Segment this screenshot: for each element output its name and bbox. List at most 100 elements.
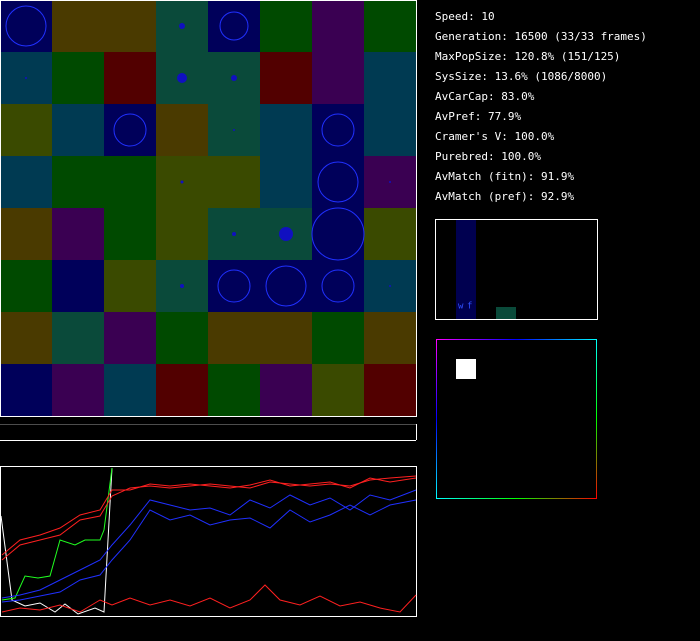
histogram-label: f [467, 302, 472, 312]
grid-cell [208, 156, 260, 208]
agent-ring [321, 269, 355, 303]
grid-cell [208, 312, 260, 364]
grid-cell [260, 104, 312, 156]
grid-cell [312, 364, 364, 416]
grid-cell [0, 0, 52, 52]
grid-cell [312, 312, 364, 364]
history-line [1, 467, 113, 601]
grid-cell [260, 312, 312, 364]
grid-cell [364, 52, 416, 104]
stat-line: AvPref: 77.9% [435, 110, 521, 123]
stat-line: Speed: 10 [435, 10, 495, 23]
graph-border [0, 466, 417, 617]
stat-line: Purebred: 100.0% [435, 150, 541, 163]
grid-cell [104, 156, 156, 208]
grid-cell [52, 156, 104, 208]
agent-dot [177, 73, 187, 83]
grid-cell [260, 260, 312, 312]
grid-cell [312, 0, 364, 52]
color-marker [456, 359, 476, 379]
histogram-label: w [458, 302, 464, 312]
agent-dot [231, 75, 237, 81]
stat-line: Cramer's V: 100.0% [435, 130, 555, 143]
grid-cell [52, 364, 104, 416]
grid-cell [52, 260, 104, 312]
history-graph [0, 466, 417, 617]
history-line [0, 467, 113, 615]
agent-dot [389, 181, 391, 183]
histogram: w f [435, 219, 598, 320]
grid-cell [104, 104, 156, 156]
stat-line: AvMatch (fitn): 91.9% [435, 170, 574, 183]
stat-line: AvMatch (pref): 92.9% [435, 190, 574, 203]
grid-cell [0, 104, 52, 156]
grid-cell [52, 0, 104, 52]
grid-cell [312, 208, 364, 260]
stat-line: SysSize: 13.6% (1086/8000) [435, 70, 607, 83]
stat-line: Generation: 16500 (33/33 frames) [435, 30, 647, 43]
histogram-bar [456, 220, 476, 319]
agent-dot [180, 180, 184, 184]
grid-cell [312, 104, 364, 156]
history-line [1, 489, 417, 599]
history-line [1, 584, 417, 613]
grid-cell [208, 364, 260, 416]
grid-cell [104, 260, 156, 312]
agent-ring [5, 5, 47, 47]
grid-cell [156, 364, 208, 416]
agent-ring [321, 113, 355, 147]
agent-ring [265, 265, 307, 307]
grid-cell [208, 0, 260, 52]
grid-cell [156, 104, 208, 156]
agent-ring [219, 11, 249, 41]
world-grid [0, 0, 416, 416]
grid-border [0, 0, 417, 417]
grid-cell [364, 312, 416, 364]
grid-cell [52, 52, 104, 104]
grid-cell [364, 364, 416, 416]
grid-cell [364, 104, 416, 156]
agent-dot [179, 23, 185, 29]
grid-cell [208, 260, 260, 312]
grid-cell [364, 208, 416, 260]
history-line [1, 499, 417, 603]
grid-cell [0, 208, 52, 260]
histogram-bar [496, 307, 516, 319]
grid-cell [104, 364, 156, 416]
grid-cell [52, 312, 104, 364]
grid-cell [104, 312, 156, 364]
stat-line: MaxPopSize: 120.8% (151/125) [435, 50, 620, 63]
history-line [1, 475, 417, 561]
grid-cell [0, 312, 52, 364]
grid-cell [364, 0, 416, 52]
agent-dot [389, 285, 391, 287]
stats-panel: Speed: 10 Generation: 16500 (33/33 frames… [435, 10, 647, 203]
grid-cell [260, 364, 312, 416]
grid-cell [156, 312, 208, 364]
agent-dot [25, 77, 27, 79]
agent-ring [317, 161, 359, 203]
grid-cell [104, 52, 156, 104]
agent-ring [217, 269, 251, 303]
grid-cell [260, 52, 312, 104]
grid-cell [312, 156, 364, 208]
grid-cell [52, 104, 104, 156]
stat-line: AvCarCap: 83.0% [435, 90, 535, 103]
grid-cell [0, 156, 52, 208]
agent-dot [232, 232, 236, 236]
agent-dot [180, 284, 184, 288]
grid-cell [312, 260, 364, 312]
grid-cell [104, 0, 156, 52]
grid-cell [260, 156, 312, 208]
agent-dot [279, 227, 293, 241]
grid-cell [156, 208, 208, 260]
agent-dot [233, 129, 235, 131]
grid-cell [312, 52, 364, 104]
grid-cell [0, 364, 52, 416]
agent-ring [113, 113, 147, 147]
grid-cell [104, 208, 156, 260]
grid-cell [52, 208, 104, 260]
grid-cell [0, 260, 52, 312]
